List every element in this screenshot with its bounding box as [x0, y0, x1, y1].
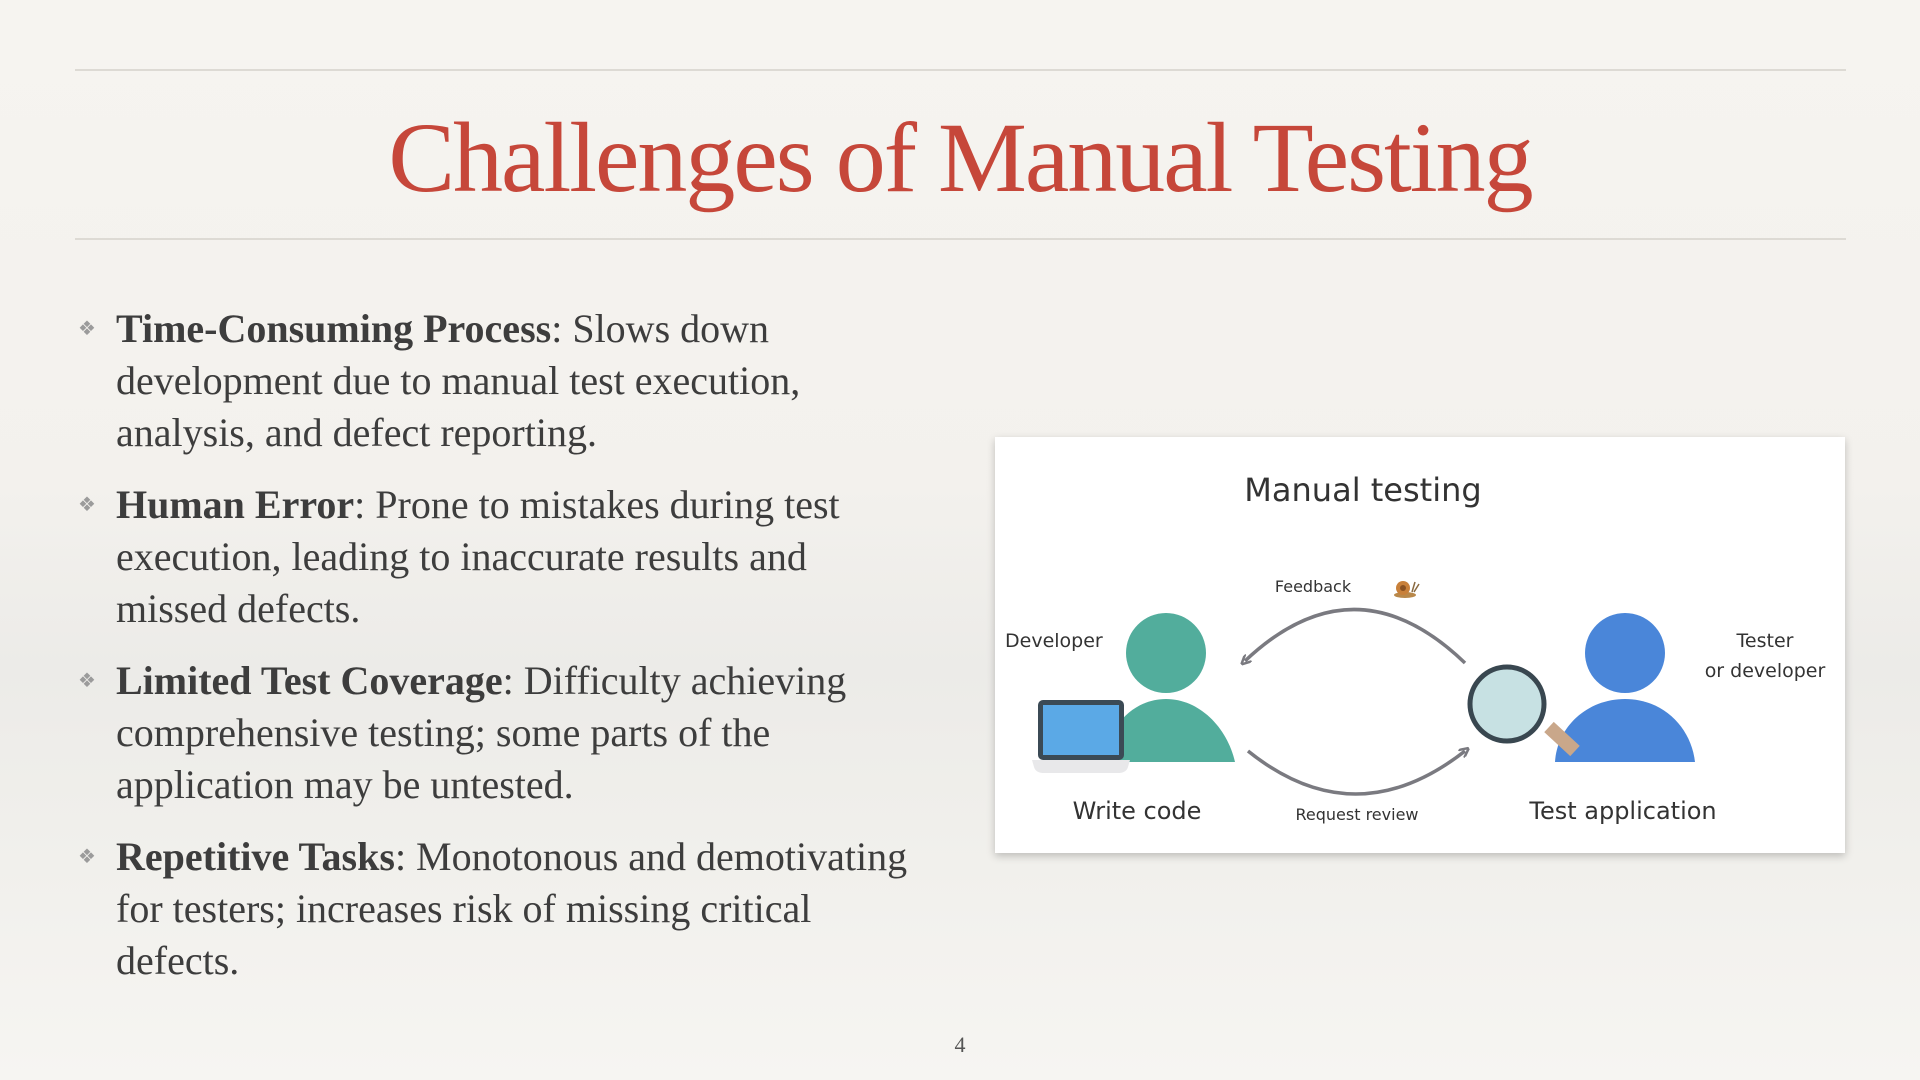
bullet-heading: Time-Consuming Process — [116, 306, 552, 351]
page-number: 4 — [954, 1032, 966, 1057]
bullet-text: Time-Consuming Process: Slows down devel… — [116, 306, 800, 455]
developer-head — [1126, 613, 1206, 693]
request-review-label: Request review — [1296, 805, 1419, 824]
bullet-diamond-icon: ❖ — [78, 668, 96, 692]
bullet-list: ❖ Time-Consuming Process: Slows down dev… — [78, 303, 918, 1007]
developer-body — [1105, 699, 1235, 762]
developer-person-icon — [1105, 613, 1235, 762]
bullet-heading: Limited Test Coverage — [116, 658, 503, 703]
bullet-text: Limited Test Coverage: Difficulty achiev… — [116, 658, 846, 807]
bullet-text: Repetitive Tasks: Monotonous and demotiv… — [116, 834, 907, 983]
feedback-label: Feedback — [1275, 577, 1352, 596]
snail-icon — [1394, 581, 1420, 598]
tester-head — [1585, 613, 1665, 693]
bullet-heading: Repetitive Tasks — [116, 834, 395, 879]
manual-testing-diagram: Manual testing Developer Write code Feed… — [995, 437, 1845, 853]
write-code-label: Write code — [1073, 797, 1202, 825]
test-application-label: Test application — [1528, 797, 1716, 825]
tester-body — [1555, 699, 1695, 762]
slide-title: Challenges of Manual Testing — [388, 102, 1533, 213]
title-underline-rule — [75, 238, 1846, 240]
bullet-item: ❖ Limited Test Coverage: Difficulty achi… — [78, 655, 918, 811]
bullet-diamond-icon: ❖ — [78, 316, 96, 340]
feedback-arrow — [1245, 607, 1467, 663]
diagram-canvas: Manual testing Developer Write code Feed… — [1005, 471, 1826, 825]
bullet-diamond-icon: ❖ — [78, 844, 96, 868]
tester-person-icon — [1555, 613, 1695, 762]
developer-label: Developer — [1005, 630, 1103, 652]
request-review-arrow — [1246, 751, 1465, 796]
top-rule — [75, 69, 1846, 71]
bullet-body: : Monotonous and demotivating for tester… — [116, 834, 908, 983]
laptop-icon — [1032, 700, 1130, 773]
magnifier-icon — [1467, 664, 1580, 757]
bullet-item: ❖ Human Error: Prone to mistakes during … — [78, 479, 918, 635]
bullet-item: ❖ Repetitive Tasks: Monotonous and demot… — [78, 831, 918, 987]
bullet-text: Human Error: Prone to mistakes during te… — [116, 482, 840, 631]
bullet-diamond-icon: ❖ — [78, 492, 96, 516]
bullet-body: : Prone to mistakes during test executio… — [116, 482, 840, 631]
bullet-heading: Human Error — [116, 482, 355, 527]
tester-label-line1: Tester — [1736, 630, 1794, 652]
bullet-body: : Difficulty achieving comprehensive tes… — [116, 658, 847, 807]
diagram-title: Manual testing — [1244, 471, 1481, 509]
bullet-body: : Slows down development due to manual t… — [116, 306, 801, 455]
tester-label-line2: or developer — [1705, 660, 1826, 682]
bullet-item: ❖ Time-Consuming Process: Slows down dev… — [78, 303, 918, 459]
